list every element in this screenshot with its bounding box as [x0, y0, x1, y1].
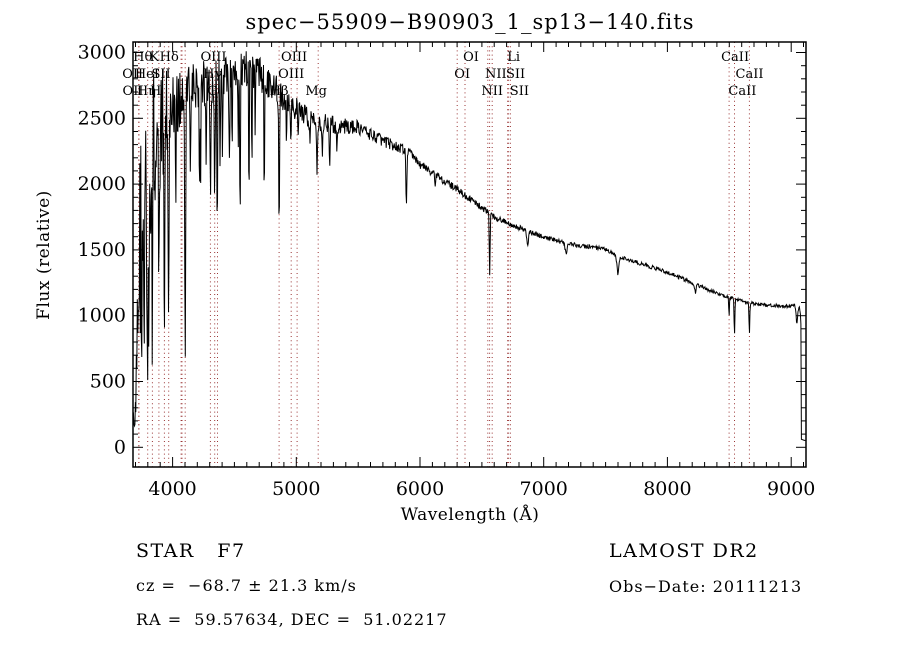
spectral-line-label: SII	[506, 67, 525, 82]
spectral-line-label: H	[150, 84, 161, 99]
spectral-line-label: OIII	[281, 50, 307, 65]
spectral-line-label: OI	[463, 50, 479, 65]
spectral-line-label: HeI	[135, 67, 159, 82]
y-tick-label: 0	[114, 436, 126, 458]
plot-title: spec−55909−B90903_1_sp13−140.fits	[245, 10, 695, 34]
x-tick-label: 6000	[396, 478, 444, 500]
x-tick-label: 5000	[272, 478, 320, 500]
y-tick-label: 2000	[78, 173, 126, 195]
spectral-line-label: SII	[152, 67, 171, 82]
y-tick-label: 1000	[78, 305, 126, 327]
survey-label: LAMOST DR2	[609, 540, 759, 562]
spectral-line-label: Hη	[137, 84, 156, 99]
spectral-line-label: SII	[510, 84, 529, 99]
radial-velocity-text: cz = −68.7 ± 21.3 km/s	[136, 576, 357, 595]
y-axis-title: Flux (relative)	[34, 190, 54, 320]
y-tick-label: 2500	[78, 107, 126, 129]
x-tick-label: 9000	[767, 478, 815, 500]
plot-box	[132, 41, 807, 468]
ra-dec-text: RA = 59.57634, DEC = 51.02217	[136, 610, 448, 629]
x-tick-label: 7000	[520, 478, 568, 500]
spectral-line-label: CaII	[728, 84, 756, 99]
x-tick-label: 8000	[643, 478, 691, 500]
spectrum-curve	[132, 51, 806, 442]
spectral-line-label: NII	[485, 67, 507, 82]
spectral-line-label: K	[150, 50, 160, 65]
spectral-line-label: OIII	[200, 50, 226, 65]
spectral-line-label: NII	[481, 84, 503, 99]
spectral-line-label: Hδ	[160, 50, 179, 65]
spectral-line-label: OIII	[278, 67, 304, 82]
obs-date-text: Obs−Date: 20111213	[609, 577, 803, 596]
spectral-line-label: Hθ	[133, 50, 152, 65]
y-tick-label: 500	[90, 371, 126, 393]
y-tick-label: 3000	[78, 42, 126, 64]
spectral-line-label: Mg	[305, 84, 327, 99]
x-tick-label: 4000	[148, 478, 196, 500]
spectral-line-label: CaII	[721, 50, 749, 65]
spectral-line-label: CaII	[736, 67, 764, 82]
classification-text: STAR F7	[136, 540, 246, 562]
spectral-line-label: Li	[507, 50, 520, 65]
x-axis-title: Wavelength (Å)	[400, 505, 540, 525]
y-tick-label: 1500	[78, 239, 126, 261]
spectral-line-label: OI	[454, 67, 470, 82]
